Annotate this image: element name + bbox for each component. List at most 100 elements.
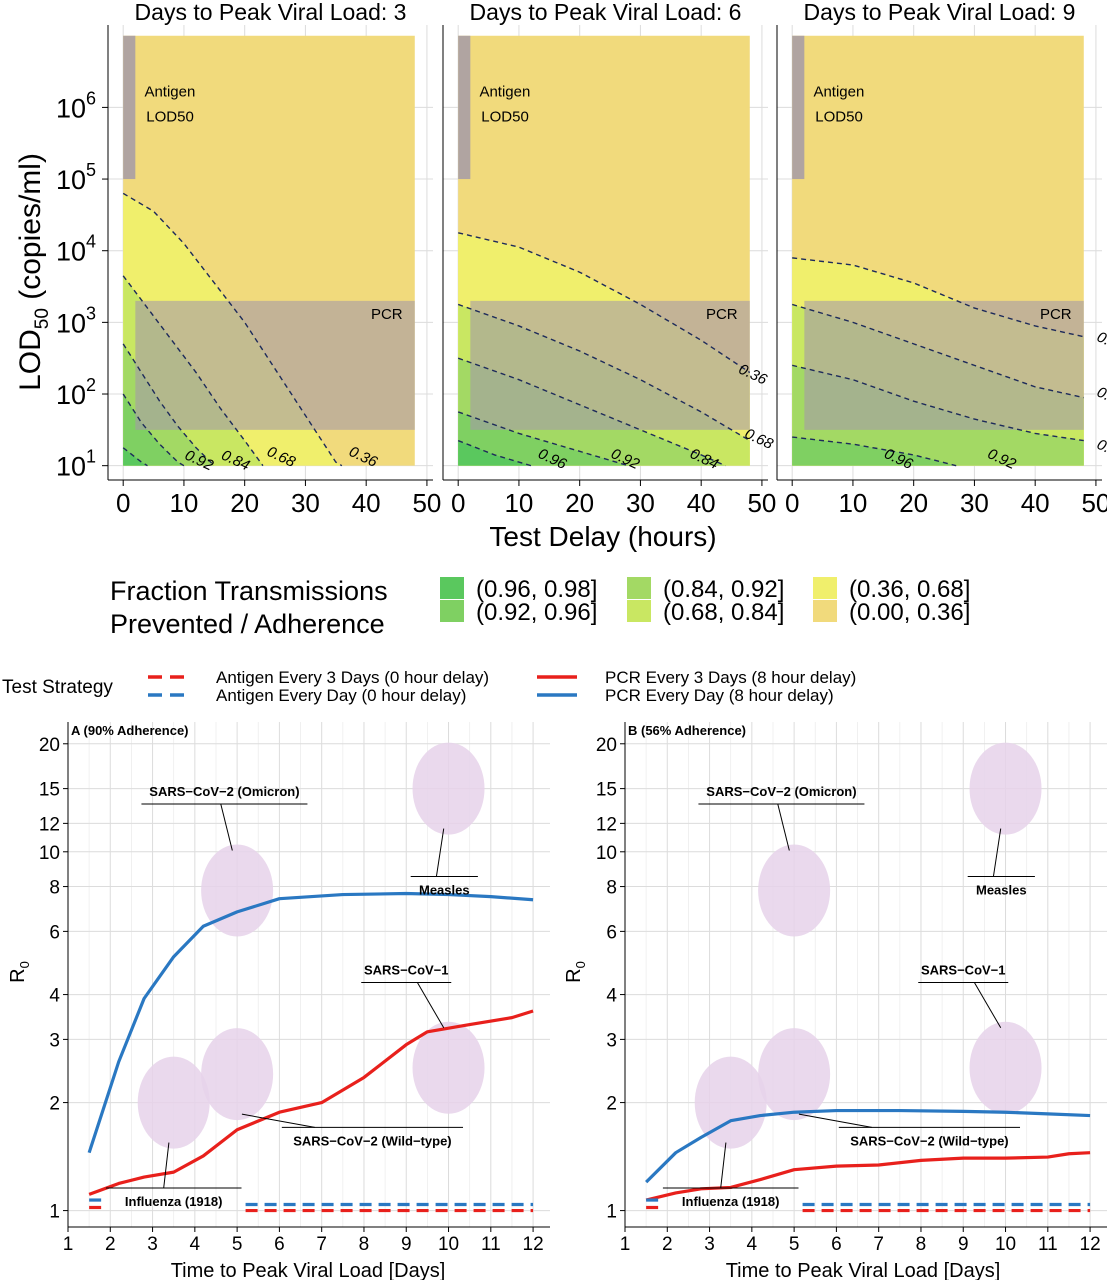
pathogen-leader-line bbox=[973, 982, 1002, 1029]
contour-0.36 bbox=[792, 257, 1084, 338]
antigen-lod-label: LOD50 bbox=[481, 109, 529, 126]
antigen-box bbox=[458, 35, 471, 180]
fill-legend-label: (0.68, 0.84] bbox=[663, 599, 784, 626]
peak-axis-label-b: Time to Peak Viral Load [Days] bbox=[726, 1260, 1001, 1280]
y-tick-label: 106 bbox=[56, 88, 96, 123]
r0-axis-label-a-sub: 0 bbox=[17, 961, 32, 968]
y-tick-label: 8 bbox=[49, 878, 60, 899]
y-tick-label: 20 bbox=[596, 735, 617, 756]
x-tick-label: 9 bbox=[401, 1234, 412, 1255]
x-tick-label: 30 bbox=[626, 488, 655, 518]
lod-axis-label-main: LOD bbox=[14, 329, 47, 391]
pathogen-ellipse bbox=[969, 1021, 1042, 1114]
y-tick-label: 101 bbox=[56, 447, 96, 482]
fill-legend-swatch bbox=[440, 600, 464, 622]
x-tick-label: 7 bbox=[316, 1234, 327, 1255]
fill-legend-label: (0.36, 0.68] bbox=[849, 576, 970, 603]
pathogen-ellipse bbox=[758, 1028, 831, 1121]
pathogen-label: SARS−CoV−1 bbox=[921, 962, 1006, 977]
y-tick-label: 105 bbox=[56, 160, 96, 195]
strategy-legend: Test Strategy Antigen Every 3 Days (0 ho… bbox=[2, 668, 856, 705]
y-tick-label: 1 bbox=[49, 1202, 60, 1223]
x-tick-label: 10 bbox=[838, 488, 867, 518]
antigen-label: Antigen bbox=[813, 84, 864, 101]
pathogen-leader-line bbox=[241, 1113, 315, 1128]
x-tick-label: 50 bbox=[747, 488, 776, 518]
pathogen-label: SARS−CoV−1 bbox=[364, 962, 449, 977]
x-tick-label: 20 bbox=[565, 488, 594, 518]
fill-legend-title-2: Prevented / Adherence bbox=[110, 609, 385, 639]
x-tick-label: 6 bbox=[831, 1234, 842, 1255]
fill-legend: Fraction Transmissions Prevented / Adher… bbox=[110, 576, 970, 639]
y-tick-label: 4 bbox=[49, 986, 60, 1007]
x-tick-label: 0 bbox=[785, 488, 799, 518]
y-tick-label: 102 bbox=[56, 375, 96, 410]
pathogen-ellipse bbox=[201, 844, 274, 937]
x-tick-label: 12 bbox=[1080, 1234, 1101, 1255]
pathogen-label: Measles bbox=[419, 883, 470, 898]
fill-legend-title-1: Fraction Transmissions bbox=[110, 576, 388, 606]
y-tick-label: 6 bbox=[606, 922, 617, 943]
y-tick-label: 103 bbox=[56, 303, 96, 338]
contour-0.92 bbox=[792, 436, 957, 467]
x-tick-label: 50 bbox=[1081, 488, 1107, 518]
x-tick-label: 2 bbox=[662, 1234, 673, 1255]
x-tick-label: 6 bbox=[274, 1234, 285, 1255]
pathogen-label: SARS−CoV−2 (Omicron) bbox=[706, 784, 856, 799]
pathogen-ellipse bbox=[137, 1056, 210, 1149]
fill-legend-swatch bbox=[813, 577, 837, 599]
y-tick-label: 3 bbox=[49, 1030, 60, 1051]
pcr-box bbox=[135, 300, 415, 430]
pcr-label: PCR bbox=[1040, 306, 1072, 323]
pathogen-label: Measles bbox=[976, 883, 1027, 898]
y-tick-label: 2 bbox=[606, 1094, 617, 1115]
pathogen-leader-line bbox=[163, 1142, 170, 1189]
contour-0.36 bbox=[122, 192, 343, 467]
contour-0.92 bbox=[122, 393, 185, 467]
antigen-box bbox=[123, 35, 136, 180]
series-line bbox=[88, 1009, 534, 1196]
fill-legend-swatch bbox=[627, 600, 651, 622]
y-tick-label: 12 bbox=[596, 814, 617, 835]
test-delay-axis-label: Test Delay (hours) bbox=[489, 521, 716, 552]
fill-legend-entries: (0.96, 0.98](0.92, 0.96] (0.84, 0.92](0.6… bbox=[440, 576, 970, 626]
contour-0.92 bbox=[457, 411, 629, 467]
y-tick-label: 10 bbox=[39, 843, 60, 864]
x-tick-label: 8 bbox=[359, 1234, 370, 1255]
x-tick-label: 4 bbox=[747, 1234, 758, 1255]
contour-0.68 bbox=[457, 303, 751, 442]
x-tick-label: 3 bbox=[147, 1234, 158, 1255]
pcr-box bbox=[804, 300, 1084, 430]
strategy-legend-label: Antigen Every Day (0 hour delay) bbox=[216, 686, 466, 705]
x-tick-label: 2 bbox=[105, 1234, 116, 1255]
r0-axis-label-a: R0 bbox=[7, 961, 32, 983]
pathogen-leader-line bbox=[798, 1113, 872, 1128]
antigen-lod-label: LOD50 bbox=[146, 109, 194, 126]
strategy-legend-title: Test Strategy bbox=[2, 677, 113, 698]
x-tick-label: 4 bbox=[190, 1234, 201, 1255]
x-tick-label: 0 bbox=[451, 488, 465, 518]
strategy-legend-label: PCR Every Day (8 hour delay) bbox=[605, 686, 834, 705]
y-tick-label: 1 bbox=[606, 1202, 617, 1223]
r0-axis-label-a-main: R bbox=[7, 968, 29, 982]
lod-axis-label-unit: (copies/ml) bbox=[14, 153, 47, 308]
r0-axis-label-b-sub: 0 bbox=[573, 961, 588, 968]
x-tick-label: 20 bbox=[230, 488, 259, 518]
pathogen-ellipse bbox=[201, 1028, 274, 1121]
pathogen-ellipse bbox=[412, 1021, 485, 1114]
strategy-legend-label: PCR Every 3 Days (8 hour delay) bbox=[605, 668, 856, 687]
x-tick-label: 40 bbox=[352, 488, 381, 518]
fill-legend-swatch bbox=[627, 577, 651, 599]
pathogen-label: Influenza (1918) bbox=[125, 1194, 223, 1209]
pathogen-ellipse bbox=[758, 844, 831, 937]
fill-legend-swatch bbox=[813, 600, 837, 622]
x-tick-label: 12 bbox=[523, 1234, 544, 1255]
x-tick-label: 10 bbox=[504, 488, 533, 518]
y-tick-label: 4 bbox=[606, 986, 617, 1007]
pathogen-ellipse bbox=[412, 742, 485, 835]
x-tick-label: 5 bbox=[232, 1234, 243, 1255]
r0-axis-label-b-main: R bbox=[563, 968, 585, 982]
contour-0.36 bbox=[458, 232, 751, 374]
band-above-0.96 bbox=[458, 440, 750, 466]
